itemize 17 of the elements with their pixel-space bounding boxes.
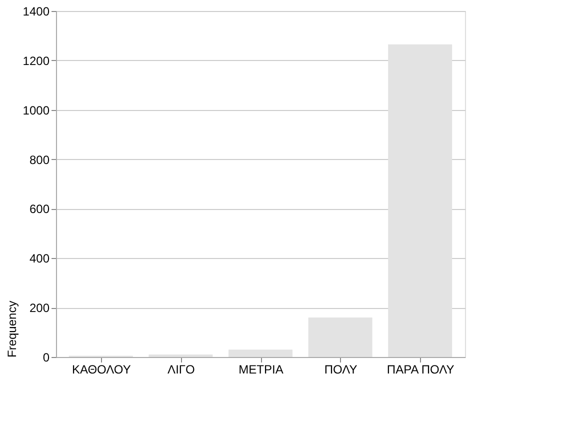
y-tick-label: 1400 — [22, 4, 50, 18]
x-tick-label: ΛΙΓΟ — [168, 362, 195, 376]
y-tick-label: 200 — [29, 301, 50, 316]
y-tick-label: 0 — [42, 350, 50, 364]
x-tick-label: ΠΑΡΑ ΠΟΛΥ — [386, 362, 454, 376]
bar — [308, 317, 372, 357]
y-tick-label: 600 — [29, 202, 50, 216]
bar — [388, 44, 452, 357]
y-axis-title: Frequency — [4, 300, 19, 358]
y-tick-label: 400 — [29, 252, 50, 266]
y-tick-label: 1000 — [22, 103, 50, 118]
x-tick-label: ΠΟΛΥ — [324, 362, 358, 376]
bar — [228, 350, 292, 357]
y-tick-label: 800 — [29, 152, 50, 167]
y-tick-label: 1200 — [22, 54, 50, 68]
x-tick-label: ΚΑΘΟΛΟΥ — [72, 362, 131, 376]
x-tick-label: ΜΕΤΡΙΑ — [238, 362, 284, 376]
